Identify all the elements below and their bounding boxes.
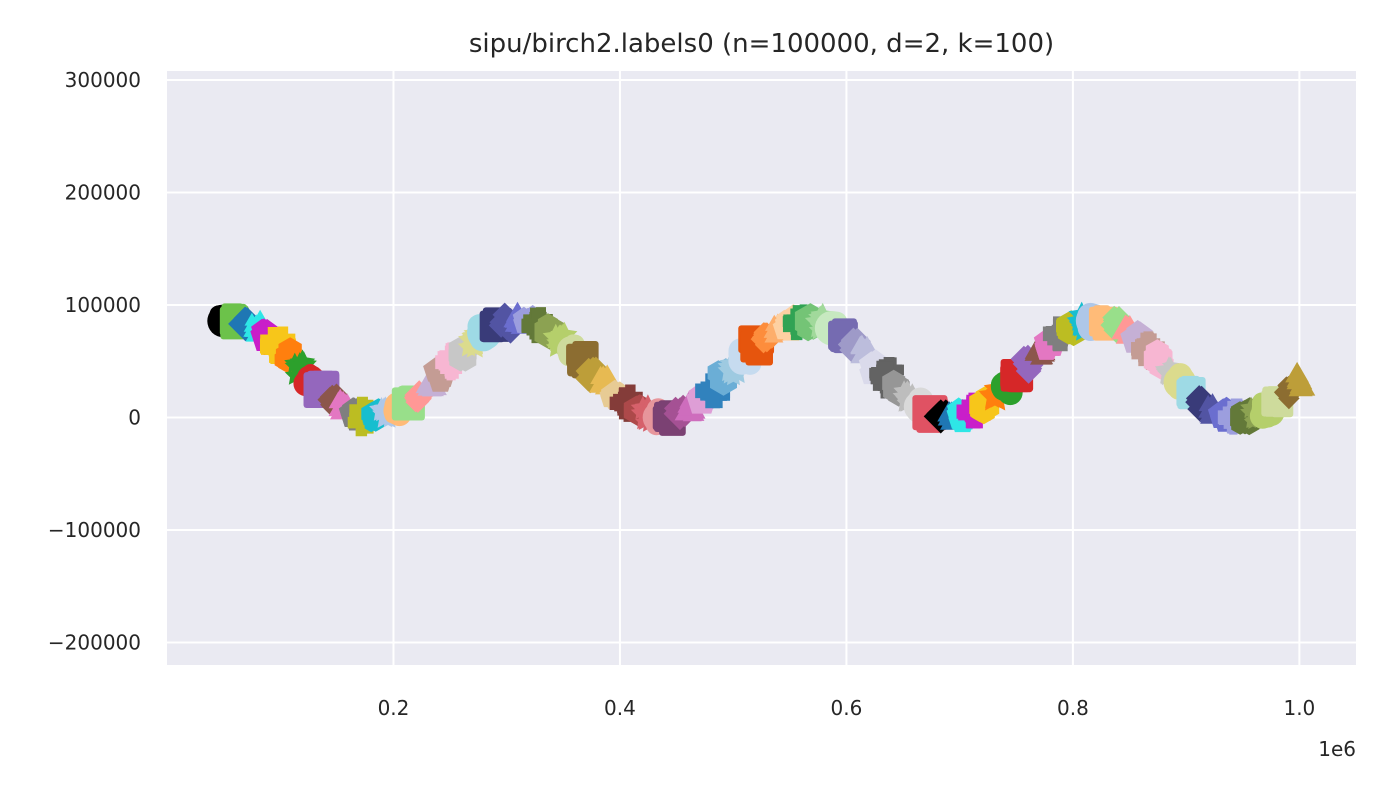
- y-tick-label: 100000: [65, 293, 141, 317]
- cluster: [1285, 361, 1316, 397]
- points-layer: [207, 301, 1316, 437]
- cluster: [850, 334, 880, 364]
- x-tick-label: 0.6: [831, 696, 863, 720]
- data-point: [1185, 385, 1218, 419]
- x-tick-label: 1.0: [1283, 696, 1315, 720]
- x-tick-label: 0.2: [378, 696, 410, 720]
- y-tick-label: 200000: [65, 181, 141, 205]
- x-tick-label: 0.4: [604, 696, 636, 720]
- x-axis-offset-label: 1e6: [1318, 737, 1356, 761]
- data-point: [489, 305, 523, 339]
- data-point: [695, 373, 731, 409]
- data-point: [1286, 366, 1313, 390]
- y-tick-label: −100000: [48, 518, 141, 542]
- y-tick-label: 300000: [65, 68, 141, 92]
- axis-layer: 0.2 0.4 0.6 0.8 1.0 300000 200000 100000 0 −10000…: [48, 68, 1315, 720]
- chart-title: sipu/birch2.labels0 (n=100000, d=2, k=10…: [469, 29, 1054, 59]
- x-tick-label: 0.8: [1057, 696, 1089, 720]
- y-tick-label: −200000: [48, 631, 141, 655]
- y-tick-label: 0: [128, 406, 141, 430]
- data-point: [259, 328, 296, 364]
